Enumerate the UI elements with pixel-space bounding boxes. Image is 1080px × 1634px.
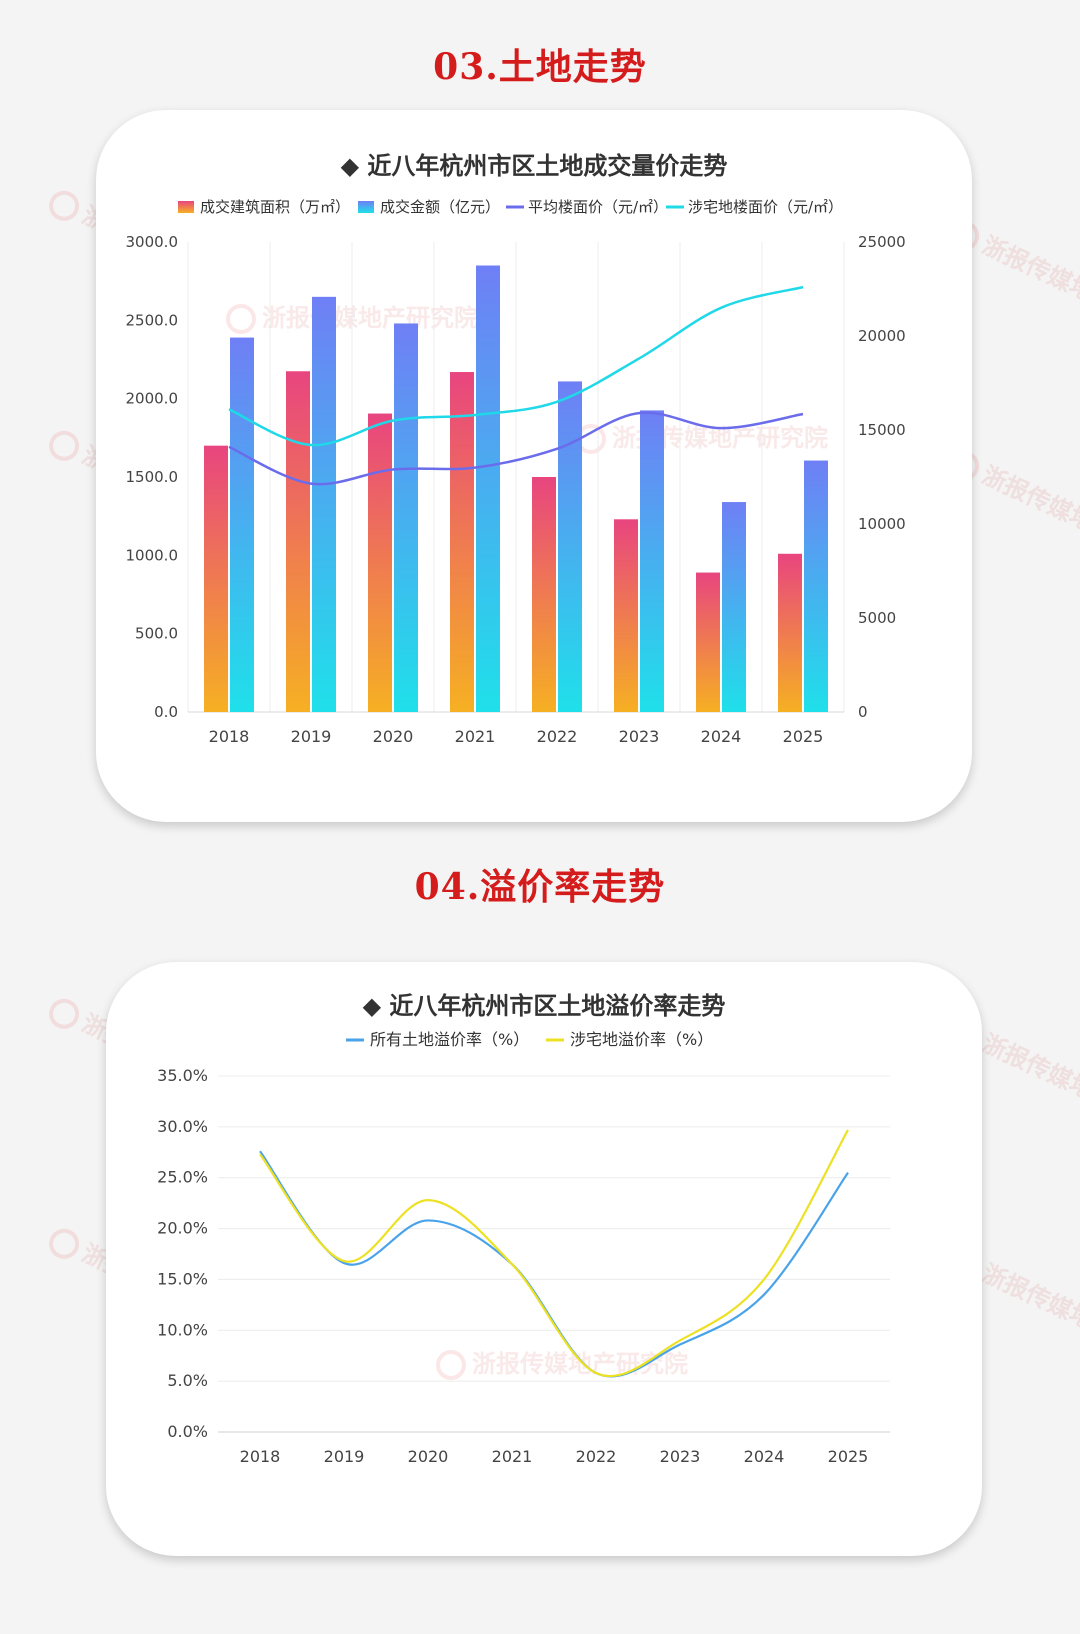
y-left-tick-label: 2000.0 bbox=[126, 390, 179, 408]
bar-amount bbox=[476, 265, 500, 712]
y-right-tick-label: 10000 bbox=[858, 515, 906, 533]
legend-swatch bbox=[358, 201, 374, 213]
y-right-tick-label: 20000 bbox=[858, 327, 906, 345]
legend-label: 平均楼面价（元/㎡） bbox=[528, 198, 668, 216]
y-left-tick-label: 1000.0 bbox=[126, 546, 179, 564]
bar-amount bbox=[312, 296, 336, 712]
bar-amount bbox=[722, 502, 746, 712]
bar-area bbox=[614, 519, 638, 712]
x-tick-label: 2020 bbox=[373, 727, 414, 746]
x-tick-label: 2021 bbox=[492, 1447, 533, 1466]
x-tick-label: 2018 bbox=[209, 727, 250, 746]
x-tick-label: 2019 bbox=[324, 1447, 365, 1466]
y-tick-label: 5.0% bbox=[167, 1371, 208, 1390]
legend-label: 所有土地溢价率（%） bbox=[370, 1030, 529, 1049]
y-left-tick-label: 0.0 bbox=[154, 703, 178, 721]
y-tick-label: 30.0% bbox=[157, 1117, 208, 1136]
x-tick-label: 2018 bbox=[240, 1447, 281, 1466]
y-right-tick-label: 5000 bbox=[858, 609, 896, 627]
y-right-tick-label: 0 bbox=[858, 703, 868, 721]
y-tick-label: 25.0% bbox=[157, 1168, 208, 1187]
line-premium-res bbox=[259, 1129, 849, 1378]
bar-amount bbox=[804, 460, 828, 712]
y-left-tick-label: 1500.0 bbox=[126, 468, 179, 486]
chart2-title: ◆ 近八年杭州市区土地溢价率走势 bbox=[362, 992, 726, 1020]
legend-swatch bbox=[178, 201, 194, 213]
x-tick-label: 2020 bbox=[408, 1447, 449, 1466]
bar-area bbox=[778, 553, 802, 712]
bar-amount bbox=[640, 410, 664, 712]
y-right-tick-label: 15000 bbox=[858, 421, 906, 439]
x-tick-label: 2019 bbox=[291, 727, 332, 746]
y-tick-label: 20.0% bbox=[157, 1219, 208, 1238]
bar-area bbox=[450, 372, 474, 712]
x-tick-label: 2022 bbox=[576, 1447, 617, 1466]
x-tick-label: 2023 bbox=[660, 1447, 701, 1466]
legend-label: 成交建筑面积（万㎡） bbox=[200, 198, 350, 216]
legend-label: 成交金额（亿元） bbox=[380, 198, 500, 216]
bar-amount bbox=[394, 323, 418, 712]
x-tick-label: 2022 bbox=[537, 727, 578, 746]
section-title-premium-trend: 04.溢价率走势 bbox=[414, 866, 666, 908]
line-premium-all bbox=[259, 1150, 849, 1378]
bar-area bbox=[696, 572, 720, 712]
x-tick-label: 2023 bbox=[619, 727, 660, 746]
x-tick-label: 2024 bbox=[701, 727, 742, 746]
bar-area bbox=[204, 445, 228, 712]
y-tick-label: 15.0% bbox=[157, 1269, 208, 1288]
line-res-price bbox=[228, 285, 804, 447]
bar-amount bbox=[558, 381, 582, 712]
bar-area bbox=[286, 371, 310, 712]
chart2-plot: 0.0% 5.0% 10.0% 15.0% 20.0% 25.0% 30.0% 35.0% 20… bbox=[157, 1030, 890, 1466]
chart1-title: ◆ 近八年杭州市区土地成交量价走势 bbox=[340, 152, 728, 180]
land-trend-card: ◆ 近八年杭州市区土地成交量价走势 浙报传媒地产研究院 浙报传媒地产研究院 0.… bbox=[96, 110, 972, 822]
section-title-land-trend: 03.土地走势 bbox=[433, 46, 647, 88]
x-tick-label: 2025 bbox=[828, 1447, 869, 1466]
y-tick-label: 35.0% bbox=[157, 1066, 208, 1085]
y-left-tick-label: 500.0 bbox=[135, 625, 178, 643]
bar-area bbox=[368, 413, 392, 712]
x-tick-label: 2025 bbox=[783, 727, 824, 746]
y-tick-label: 10.0% bbox=[157, 1320, 208, 1339]
y-left-tick-label: 3000.0 bbox=[126, 233, 179, 251]
chart1-plot: 0.0 500.0 1000.0 1500.0 2000.0 2500.0 3000.0 0 5… bbox=[126, 198, 906, 746]
y-right-tick-label: 25000 bbox=[858, 233, 906, 251]
premium-trend-card: ◆ 近八年杭州市区土地溢价率走势 浙报传媒地产研究院 0.0% 5.0% 10.0%… bbox=[106, 962, 982, 1556]
legend-label: 涉宅地溢价率（%） bbox=[570, 1030, 713, 1049]
y-left-tick-label: 2500.0 bbox=[126, 311, 179, 329]
bar-amount bbox=[230, 337, 254, 712]
legend-label: 涉宅地楼面价（元/㎡） bbox=[688, 198, 843, 216]
x-tick-label: 2021 bbox=[455, 727, 496, 746]
bar-area bbox=[532, 477, 556, 712]
y-tick-label: 0.0% bbox=[167, 1422, 208, 1441]
x-tick-label: 2024 bbox=[744, 1447, 785, 1466]
line-avg-price bbox=[228, 411, 804, 486]
